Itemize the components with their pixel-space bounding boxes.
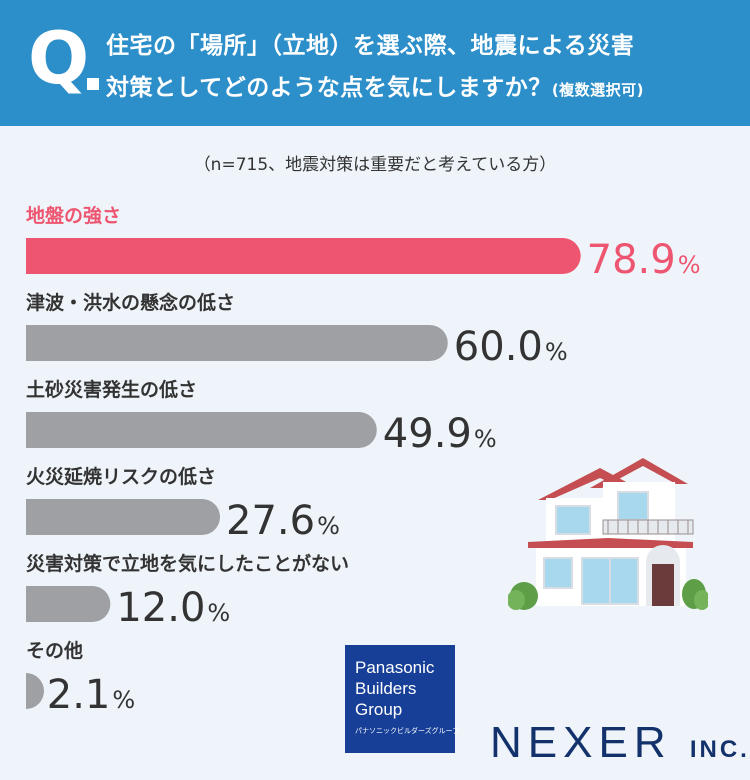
bar-category-label: 火災延焼リスクの低さ xyxy=(26,465,216,488)
bar xyxy=(26,586,111,622)
q-dot xyxy=(87,78,99,90)
q-letter: Q xyxy=(28,16,90,100)
bar xyxy=(26,325,448,361)
question-line1: 住宅の「場所」（立地）を選ぶ際、地震による災害 xyxy=(106,33,635,59)
bar xyxy=(26,673,44,709)
bar-value-label: 27.6% xyxy=(226,498,340,544)
nexer-logo: NEXER INC. xyxy=(490,718,750,768)
bar xyxy=(26,499,221,535)
bar-value-label: 78.9% xyxy=(587,237,701,283)
nexer-logo-name: NEXER xyxy=(490,718,672,767)
panasonic-builders-group-logo: Panasonic Builders Group パナソニックビルダーズグループ xyxy=(345,645,460,753)
bar-category-label: 津波・洪水の懸念の低さ xyxy=(26,291,235,314)
question-line2: 対策としてどのような点を気にしますか？(複数選択可) xyxy=(106,68,644,102)
pbg-logo-line3: Group xyxy=(355,700,403,719)
question-note: (複数選択可) xyxy=(551,81,645,99)
bar-value-label: 2.1% xyxy=(47,672,135,718)
house-icon xyxy=(508,458,708,610)
bar-value-label: 60.0% xyxy=(454,324,568,370)
question-header: Q 住宅の「場所」（立地）を選ぶ際、地震による災害 対策としてどのような点を気に… xyxy=(0,0,750,126)
bar-value-label: 49.9% xyxy=(383,411,497,457)
bar-value-label: 12.0% xyxy=(116,585,230,631)
bar-category-label: 土砂災害発生の低さ xyxy=(26,378,197,401)
bar-category-label: その他 xyxy=(26,639,83,662)
bar xyxy=(26,238,581,274)
bar xyxy=(26,412,377,448)
question-line2-text: 対策としてどのような点を気にしますか？ xyxy=(106,75,552,101)
pbg-logo-line2: Builders xyxy=(355,679,417,698)
bar-category-label: 地盤の強さ xyxy=(26,204,121,227)
bar-category-label: 災害対策で立地を気にしたことがない xyxy=(26,552,349,575)
pbg-logo-line1: Panasonic xyxy=(355,658,435,677)
pbg-logo-kana: パナソニックビルダーズグループ xyxy=(355,727,460,735)
nexer-logo-suffix: INC. xyxy=(689,736,750,763)
sample-note: （n=715、地震対策は重要だと考えている方） xyxy=(193,155,557,175)
